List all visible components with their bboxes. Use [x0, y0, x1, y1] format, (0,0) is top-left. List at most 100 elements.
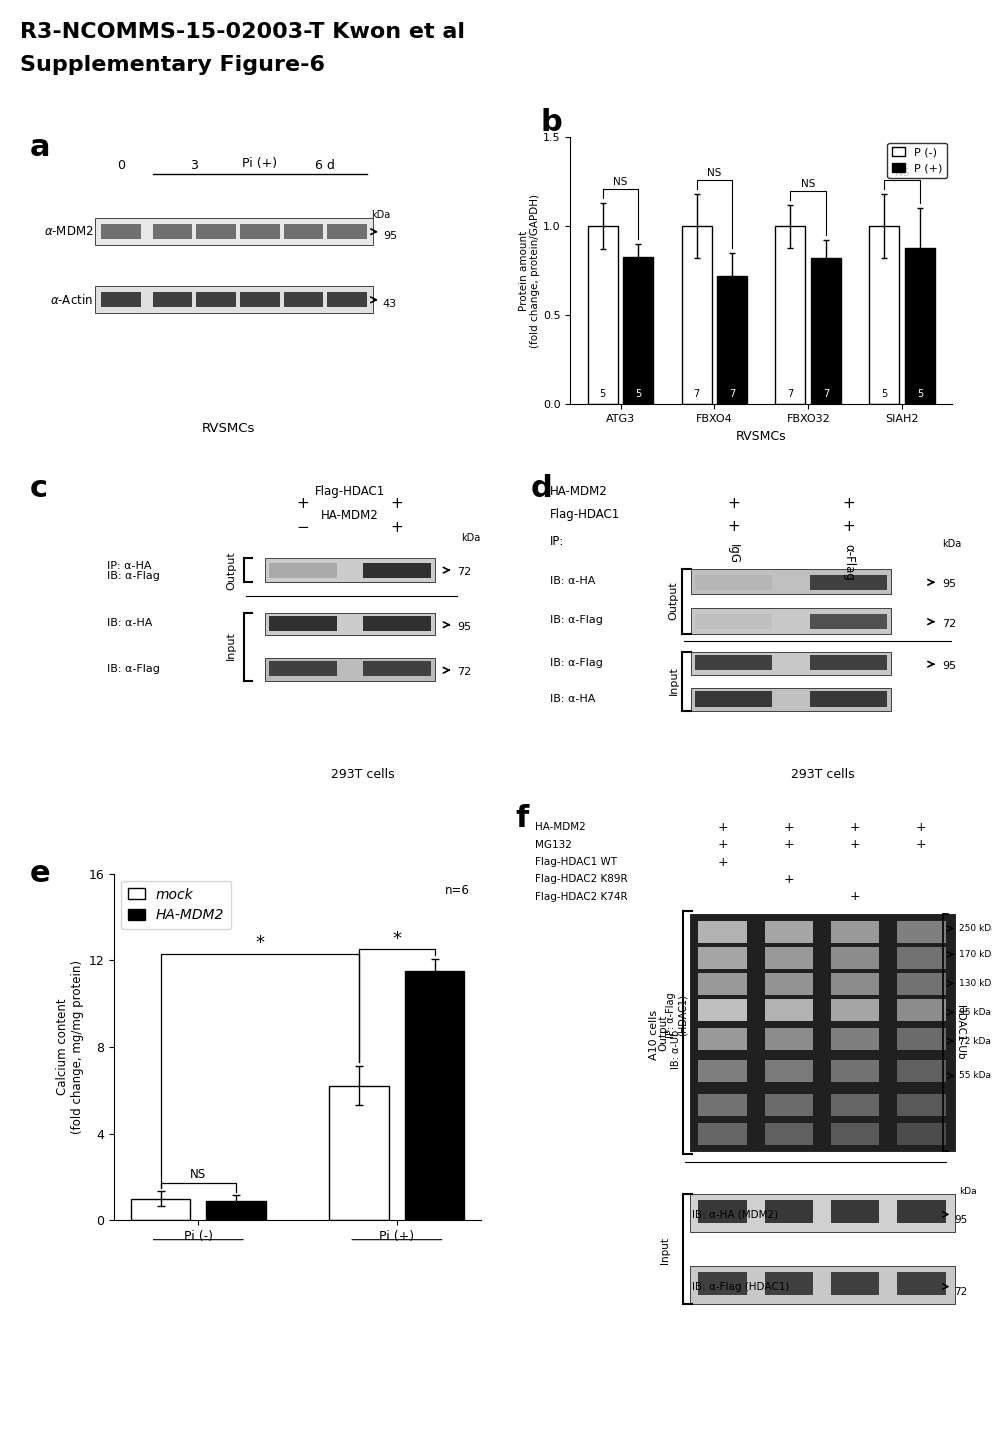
Bar	[206, 1201, 266, 1220]
Text: kDa: kDa	[461, 533, 480, 543]
Bar	[765, 999, 813, 1021]
Bar	[153, 224, 192, 240]
Bar	[101, 292, 141, 308]
Bar	[689, 914, 954, 1151]
Bar	[810, 656, 887, 670]
Bar	[698, 1028, 747, 1050]
Text: 5: 5	[917, 388, 924, 399]
Text: +: +	[784, 838, 795, 852]
Text: Output: Output	[658, 1014, 669, 1051]
Text: +: +	[784, 820, 795, 835]
Bar	[831, 1123, 880, 1145]
Text: 170 kDa: 170 kDa	[959, 950, 992, 959]
Text: RVSMCs: RVSMCs	[201, 422, 255, 435]
Text: Flag-HDAC1 WT: Flag-HDAC1 WT	[535, 858, 617, 866]
Text: c: c	[30, 474, 48, 503]
Bar	[694, 614, 772, 630]
Text: *: *	[393, 930, 402, 949]
Bar	[689, 1194, 954, 1232]
Text: kDa: kDa	[959, 1187, 976, 1196]
Text: 3: 3	[190, 159, 198, 172]
Text: +: +	[727, 495, 740, 511]
Text: a: a	[30, 133, 51, 162]
Text: $\alpha$-MDM2: $\alpha$-MDM2	[44, 225, 93, 238]
X-axis label: RVSMCs: RVSMCs	[736, 430, 787, 443]
Bar	[284, 224, 323, 240]
Bar	[269, 661, 336, 676]
Bar	[269, 563, 336, 578]
Text: IB: α-Ub: IB: α-Ub	[672, 1030, 682, 1070]
Bar	[897, 973, 945, 995]
Text: 7: 7	[823, 388, 829, 399]
Text: +: +	[717, 855, 728, 869]
Text: 7: 7	[788, 388, 794, 399]
Text: Output: Output	[669, 580, 679, 619]
Bar	[405, 972, 464, 1220]
Text: IP:: IP:	[550, 534, 564, 547]
Bar	[897, 921, 945, 943]
Bar	[95, 218, 373, 245]
Text: 55 kDa: 55 kDa	[959, 1071, 991, 1080]
Text: +: +	[391, 495, 404, 511]
Bar	[765, 1123, 813, 1145]
Bar	[690, 608, 891, 634]
Bar	[765, 1095, 813, 1116]
Text: +: +	[391, 520, 404, 536]
Bar	[811, 258, 841, 404]
Bar	[196, 224, 236, 240]
Text: IP: α-HA: IP: α-HA	[107, 560, 151, 570]
Text: IB: α-HA: IB: α-HA	[550, 576, 595, 586]
Bar	[265, 557, 434, 582]
Text: NS: NS	[895, 168, 910, 178]
Text: MG132: MG132	[535, 840, 572, 849]
Bar	[698, 999, 747, 1021]
Text: 7: 7	[693, 388, 699, 399]
Text: Input: Input	[669, 667, 679, 695]
Bar	[694, 656, 772, 670]
Text: n=6: n=6	[445, 884, 470, 897]
Bar	[694, 692, 772, 706]
Bar	[327, 224, 367, 240]
Bar	[698, 921, 747, 943]
Text: +: +	[850, 838, 860, 852]
Bar	[897, 999, 945, 1021]
Bar	[329, 1086, 389, 1220]
Text: IB: α-Flag (HDAC1): IB: α-Flag (HDAC1)	[691, 1282, 790, 1291]
Bar	[765, 973, 813, 995]
Text: IP: α-Flag
(HDAC1): IP: α-Flag (HDAC1)	[666, 992, 687, 1038]
Bar	[897, 1095, 945, 1116]
Text: +: +	[717, 838, 728, 852]
Bar	[101, 224, 141, 240]
Bar	[831, 1095, 880, 1116]
Bar	[269, 615, 336, 631]
Text: +: +	[717, 820, 728, 835]
Text: 293T cells: 293T cells	[791, 768, 855, 781]
Bar	[698, 1095, 747, 1116]
Text: HA-MDM2: HA-MDM2	[550, 485, 608, 498]
Bar	[765, 1060, 813, 1082]
Bar	[698, 1272, 747, 1295]
Bar	[698, 1123, 747, 1145]
Text: 95: 95	[383, 231, 397, 241]
Bar	[694, 575, 772, 589]
Text: kDa: kDa	[942, 540, 961, 549]
Text: IgG: IgG	[727, 544, 740, 565]
Text: NS: NS	[613, 178, 628, 188]
Bar	[810, 692, 887, 706]
Text: 95: 95	[457, 622, 471, 632]
Bar	[831, 999, 880, 1021]
Bar	[831, 1200, 880, 1223]
Text: 43: 43	[383, 299, 397, 309]
Text: +: +	[850, 890, 860, 904]
Bar	[869, 227, 900, 404]
Bar	[810, 575, 887, 589]
Text: 95: 95	[954, 1216, 968, 1225]
Text: 130 kDa: 130 kDa	[959, 979, 992, 988]
Text: kDa: kDa	[371, 209, 390, 219]
Text: IB: α-HA (MDM2): IB: α-HA (MDM2)	[691, 1210, 778, 1219]
Text: +: +	[850, 820, 860, 835]
Bar	[765, 921, 813, 943]
Text: IB: α-HA: IB: α-HA	[550, 695, 595, 705]
Bar	[765, 1200, 813, 1223]
Text: 95: 95	[942, 579, 956, 589]
